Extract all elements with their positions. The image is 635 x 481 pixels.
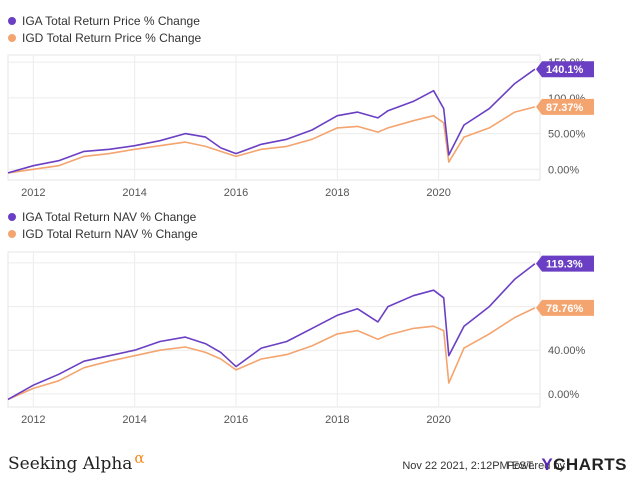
end-label-box bbox=[536, 299, 594, 316]
legend-dot-icon bbox=[8, 33, 16, 42]
x-tick-label: 2016 bbox=[224, 187, 248, 199]
x-tick-label: 2014 bbox=[122, 414, 146, 426]
x-tick-label: 2014 bbox=[122, 187, 146, 199]
legend-dot-icon bbox=[8, 16, 16, 25]
end-label-box bbox=[536, 255, 594, 272]
x-tick-label: 2016 bbox=[224, 414, 248, 426]
series-line-0 bbox=[7, 263, 536, 401]
footer: Seeking Alpha α Nov 22 2021, 2:12PM EST. … bbox=[0, 446, 635, 481]
price-change-chart: 150.0%100.0%50.00%0.00%20122014201620182… bbox=[7, 54, 594, 199]
legend-item-iga-nav[interactable]: IGA Total Return NAV % Change bbox=[8, 208, 198, 225]
legend-item-igd-price[interactable]: IGD Total Return Price % Change bbox=[8, 29, 201, 46]
y-tick-label: 40.00% bbox=[548, 345, 586, 357]
end-value-label: 140.1% bbox=[546, 64, 584, 76]
x-tick-label: 2018 bbox=[325, 414, 349, 426]
legend-label: IGD Total Return Price % Change bbox=[22, 30, 202, 45]
end-value-label: 119.3% bbox=[546, 259, 583, 271]
y-tick-label: 0.00% bbox=[548, 164, 579, 176]
x-tick-label: 2018 bbox=[325, 187, 349, 199]
chart1-legend: IGA Total Return Price % Change IGD Tota… bbox=[8, 12, 201, 46]
seeking-alpha-logo[interactable]: Seeking Alpha α bbox=[8, 449, 145, 474]
end-label-box bbox=[536, 61, 594, 78]
x-tick-label: 2012 bbox=[21, 187, 45, 199]
legend-label: IGA Total Return Price % Change bbox=[22, 13, 200, 28]
powered-by-label: Powered by bbox=[506, 460, 565, 472]
legend-dot-icon bbox=[8, 229, 16, 238]
timestamp: Nov 22 2021, 2:12PM EST. bbox=[402, 460, 535, 472]
chart2-legend: IGA Total Return NAV % Change IGD Total … bbox=[8, 208, 198, 242]
plot-frame bbox=[7, 251, 541, 408]
ycharts-logo[interactable]: YCHARTS bbox=[541, 455, 627, 474]
plot-frame bbox=[7, 54, 541, 181]
legend-item-iga-price[interactable]: IGA Total Return Price % Change bbox=[8, 12, 201, 29]
series-line-0 bbox=[7, 68, 536, 174]
end-value-label: 78.76% bbox=[546, 303, 584, 315]
end-value-label: 87.37% bbox=[546, 102, 584, 114]
y-tick-label: 0.00% bbox=[548, 389, 579, 401]
x-tick-label: 2020 bbox=[426, 414, 450, 426]
series-line-1 bbox=[7, 106, 536, 174]
legend-item-igd-nav[interactable]: IGD Total Return NAV % Change bbox=[8, 225, 198, 242]
alpha-icon: α bbox=[134, 449, 145, 467]
series-line-1 bbox=[7, 307, 536, 401]
x-tick-label: 2020 bbox=[426, 187, 450, 199]
legend-label: IGD Total Return NAV % Change bbox=[22, 226, 198, 241]
legend-label: IGA Total Return NAV % Change bbox=[22, 209, 197, 224]
legend-dot-icon bbox=[8, 212, 16, 221]
x-tick-label: 2012 bbox=[21, 414, 45, 426]
end-label-box bbox=[536, 98, 594, 115]
y-tick-label: 50.00% bbox=[548, 129, 586, 141]
nav-change-chart: 120.0%80.00%40.00%0.00%20122014201620182… bbox=[7, 251, 594, 426]
